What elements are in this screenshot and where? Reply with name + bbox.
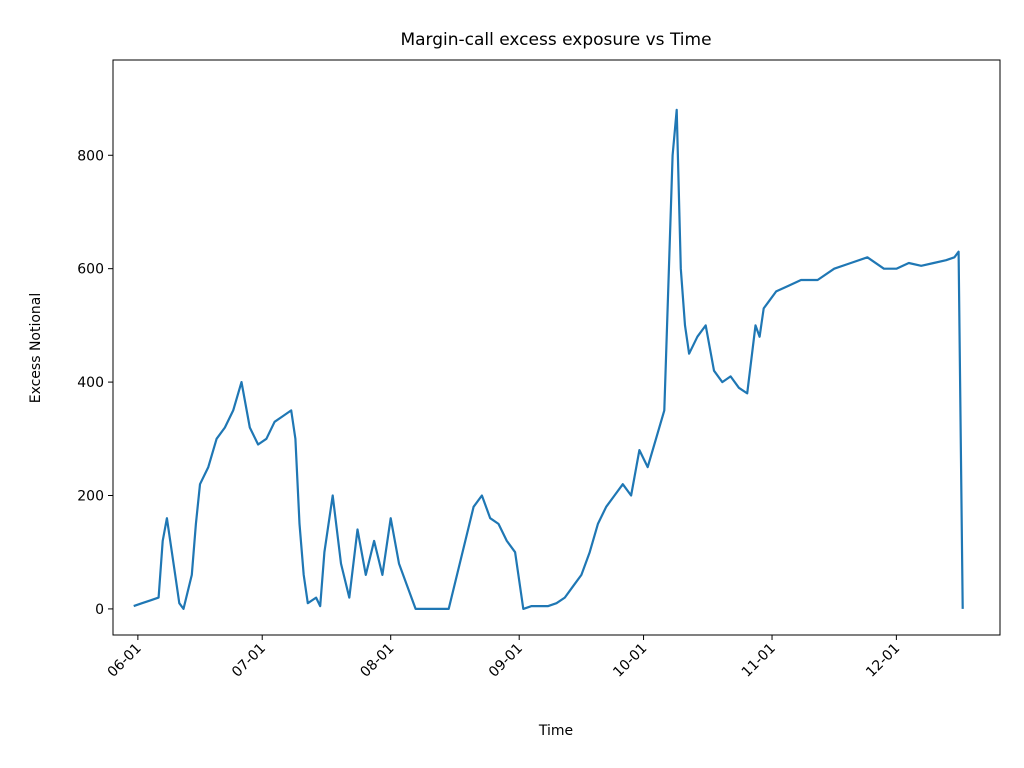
plot-area bbox=[133, 108, 964, 611]
chart-title: Margin-call excess exposure vs Time bbox=[400, 30, 711, 50]
y-tick-label: 600 bbox=[77, 262, 104, 278]
y-tick-label: 200 bbox=[77, 489, 104, 505]
y-tick-label: 400 bbox=[77, 375, 104, 391]
x-axis-label: Time bbox=[538, 723, 573, 739]
y-tick-label: 800 bbox=[77, 148, 104, 164]
y-axis-label: Excess Notional bbox=[28, 293, 44, 404]
plot-frame bbox=[112, 59, 1001, 636]
y-tick-label: 0 bbox=[95, 602, 104, 618]
y-axis: 0 200 400 600 800 bbox=[77, 148, 113, 618]
